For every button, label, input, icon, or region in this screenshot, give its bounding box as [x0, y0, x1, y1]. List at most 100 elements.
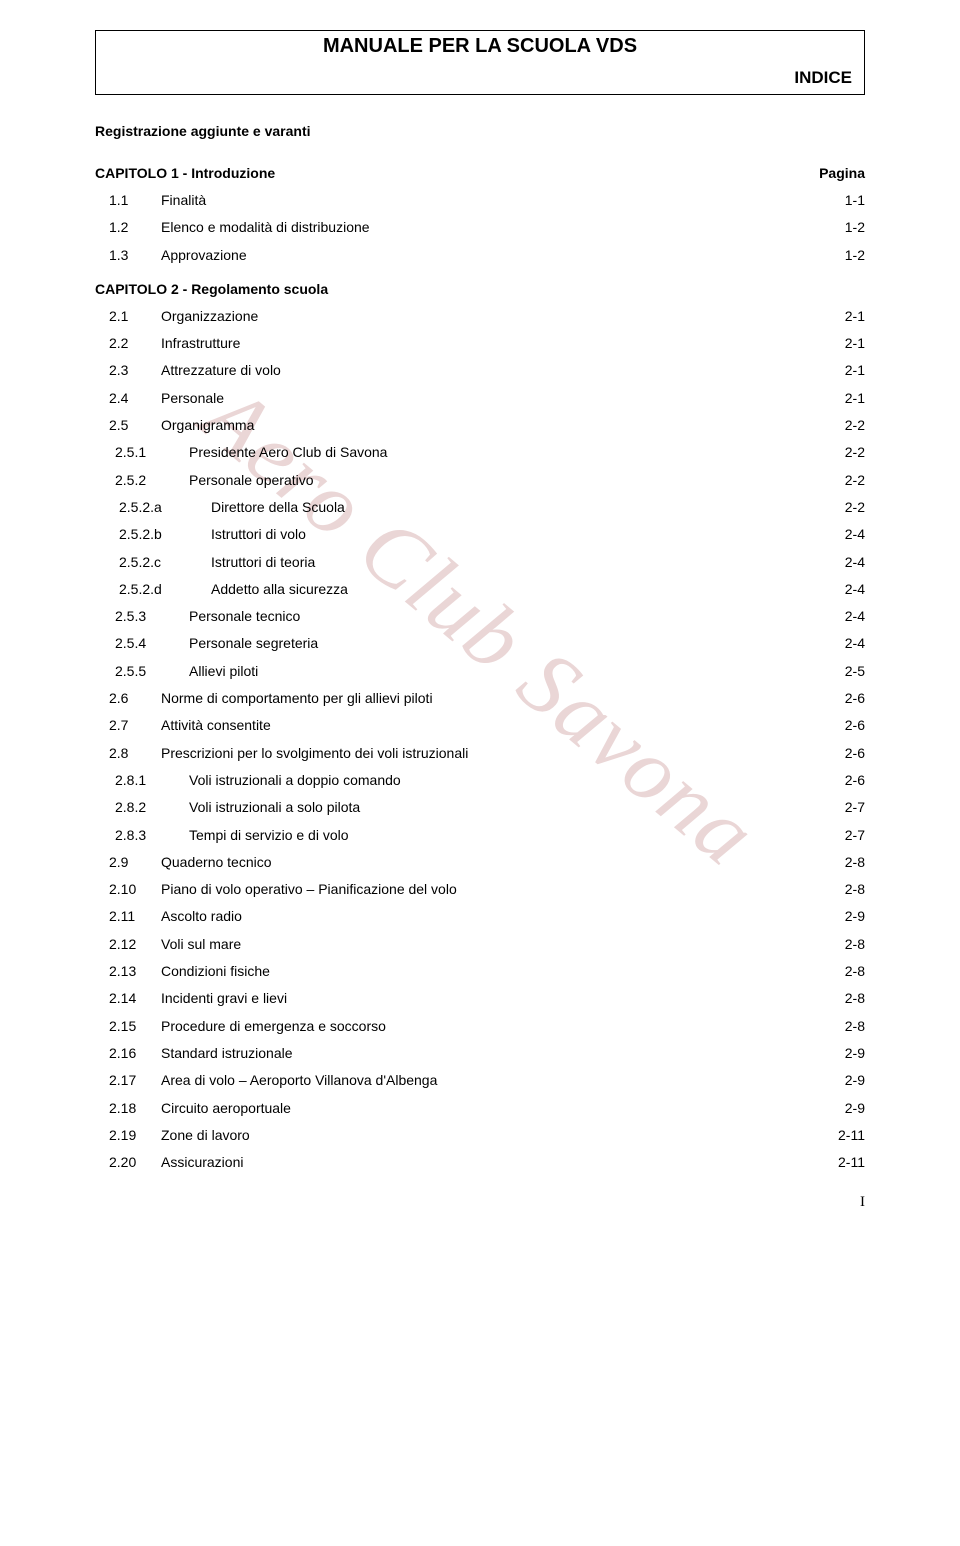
toc-row-page: 2-11: [805, 1149, 865, 1176]
toc-row: 2.6Norme di comportamento per gli alliev…: [95, 685, 865, 712]
toc-row: 2.8.2Voli istruzionali a solo pilota2-7: [95, 794, 865, 821]
toc-row-page: 1-2: [805, 242, 865, 269]
toc-row-label: Personale segreteria: [183, 630, 805, 657]
toc-row-label: Attrezzature di volo: [155, 357, 805, 384]
toc-row-label: Personale tecnico: [183, 603, 805, 630]
toc-row-number: 2.8.3: [95, 822, 183, 849]
toc-row: 2.5.1Presidente Aero Club di Savona2-2: [95, 439, 865, 466]
toc-row-label: Voli sul mare: [155, 931, 805, 958]
toc-row-label: Area di volo – Aeroporto Villanova d'Alb…: [155, 1067, 805, 1094]
toc-row-label: Allievi piloti: [183, 658, 805, 685]
toc-row-page: 2-7: [805, 822, 865, 849]
toc-row-page: 2-6: [805, 740, 865, 767]
toc-row-number: 2.13: [95, 958, 155, 985]
toc-row-page: 2-9: [805, 903, 865, 930]
toc-row-label: Personale: [155, 385, 805, 412]
toc-row: 2.9Quaderno tecnico2-8: [95, 849, 865, 876]
toc-row-number: 1.3: [95, 242, 155, 269]
toc-row: 2.1Organizzazione2-1: [95, 303, 865, 330]
toc-row-number: 2.5.2.a: [95, 494, 205, 521]
toc-row: 2.5.2.dAddetto alla sicurezza2-4: [95, 576, 865, 603]
toc-row-label: Condizioni fisiche: [155, 958, 805, 985]
toc-row: 1.2Elenco e modalità di distribuzione1-2: [95, 214, 865, 241]
toc-row-number: 2.12: [95, 931, 155, 958]
toc-row-label: Istruttori di teoria: [205, 549, 805, 576]
toc-row-page: 1-2: [805, 214, 865, 241]
toc-row-page: 2-4: [805, 549, 865, 576]
toc-row-label: Organigramma: [155, 412, 805, 439]
toc-row: 2.17Area di volo – Aeroporto Villanova d…: [95, 1067, 865, 1094]
toc-row-number: 2.2: [95, 330, 155, 357]
section-heading-label: CAPITOLO 2 - Regolamento scuola: [95, 281, 805, 297]
toc-row-label: Direttore della Scuola: [205, 494, 805, 521]
intro-line: Registrazione aggiunte e varanti: [95, 123, 865, 139]
toc-row-page: 2-4: [805, 630, 865, 657]
toc-row-page: 2-4: [805, 521, 865, 548]
section-heading-pagecol: Pagina: [805, 165, 865, 181]
toc-row: 2.8.3Tempi di servizio e di volo2-7: [95, 822, 865, 849]
toc-row-label: Procedure di emergenza e soccorso: [155, 1013, 805, 1040]
toc-row-number: 2.5.2.d: [95, 576, 205, 603]
toc-row-number: 2.5: [95, 412, 155, 439]
toc-row: 2.5.2Personale operativo2-2: [95, 467, 865, 494]
toc-row: 2.12Voli sul mare2-8: [95, 931, 865, 958]
toc-row-label: Prescrizioni per lo svolgimento dei voli…: [155, 740, 805, 767]
toc-row-page: 2-2: [805, 412, 865, 439]
toc-row-number: 2.15: [95, 1013, 155, 1040]
toc-row-number: 2.8: [95, 740, 155, 767]
toc-row-number: 1.1: [95, 187, 155, 214]
section-heading: CAPITOLO 2 - Regolamento scuola: [95, 281, 865, 297]
toc-row: 2.5Organigramma2-2: [95, 412, 865, 439]
toc-row-number: 2.4: [95, 385, 155, 412]
toc-row-number: 1.2: [95, 214, 155, 241]
toc-row-label: Voli istruzionali a solo pilota: [183, 794, 805, 821]
toc-row-number: 2.3: [95, 357, 155, 384]
toc-row-number: 2.20: [95, 1149, 155, 1176]
toc-row-label: Finalità: [155, 187, 805, 214]
toc-row: 2.8.1Voli istruzionali a doppio comando2…: [95, 767, 865, 794]
toc-row-page: 2-1: [805, 330, 865, 357]
table-of-contents: CAPITOLO 1 - IntroduzionePagina1.1Finali…: [95, 165, 865, 1176]
toc-row: 2.20Assicurazioni2-11: [95, 1149, 865, 1176]
toc-row-number: 2.19: [95, 1122, 155, 1149]
section-heading-pagecol: [805, 281, 865, 297]
toc-row-label: Organizzazione: [155, 303, 805, 330]
toc-row-page: 2-7: [805, 794, 865, 821]
toc-row-number: 2.16: [95, 1040, 155, 1067]
toc-row-label: Piano di volo operativo – Pianificazione…: [155, 876, 805, 903]
toc-row-page: 2-4: [805, 576, 865, 603]
page-number: I: [95, 1194, 865, 1211]
toc-row-label: Zone di lavoro: [155, 1122, 805, 1149]
toc-row-label: Quaderno tecnico: [155, 849, 805, 876]
toc-row-page: 2-6: [805, 767, 865, 794]
toc-row: 2.7Attività consentite2-6: [95, 712, 865, 739]
toc-row: 2.14Incidenti gravi e lievi2-8: [95, 985, 865, 1012]
toc-row-label: Incidenti gravi e lievi: [155, 985, 805, 1012]
toc-row-number: 2.6: [95, 685, 155, 712]
toc-row: 2.4Personale2-1: [95, 385, 865, 412]
toc-row-label: Ascolto radio: [155, 903, 805, 930]
toc-row-label: Standard istruzionale: [155, 1040, 805, 1067]
toc-row: 2.5.2.cIstruttori di teoria2-4: [95, 549, 865, 576]
toc-row-label: Elenco e modalità di distribuzione: [155, 214, 805, 241]
toc-row-page: 2-2: [805, 467, 865, 494]
toc-row-page: 2-8: [805, 985, 865, 1012]
toc-row-number: 2.5.4: [95, 630, 183, 657]
toc-row-page: 2-8: [805, 1013, 865, 1040]
toc-row-number: 2.5.2.c: [95, 549, 205, 576]
toc-row: 2.18Circuito aeroportuale2-9: [95, 1095, 865, 1122]
toc-row-page: 2-1: [805, 357, 865, 384]
toc-row-page: 2-5: [805, 658, 865, 685]
toc-row-page: 2-8: [805, 849, 865, 876]
toc-row-page: 2-8: [805, 931, 865, 958]
toc-row-page: 2-2: [805, 494, 865, 521]
toc-row-page: 2-6: [805, 712, 865, 739]
toc-row: 1.1Finalità1-1: [95, 187, 865, 214]
toc-row-number: 2.1: [95, 303, 155, 330]
toc-row-page: 2-1: [805, 385, 865, 412]
toc-row-page: 2-6: [805, 685, 865, 712]
toc-row-page: 2-9: [805, 1095, 865, 1122]
toc-row-number: 2.10: [95, 876, 155, 903]
toc-row-label: Assicurazioni: [155, 1149, 805, 1176]
toc-row-page: 2-9: [805, 1067, 865, 1094]
